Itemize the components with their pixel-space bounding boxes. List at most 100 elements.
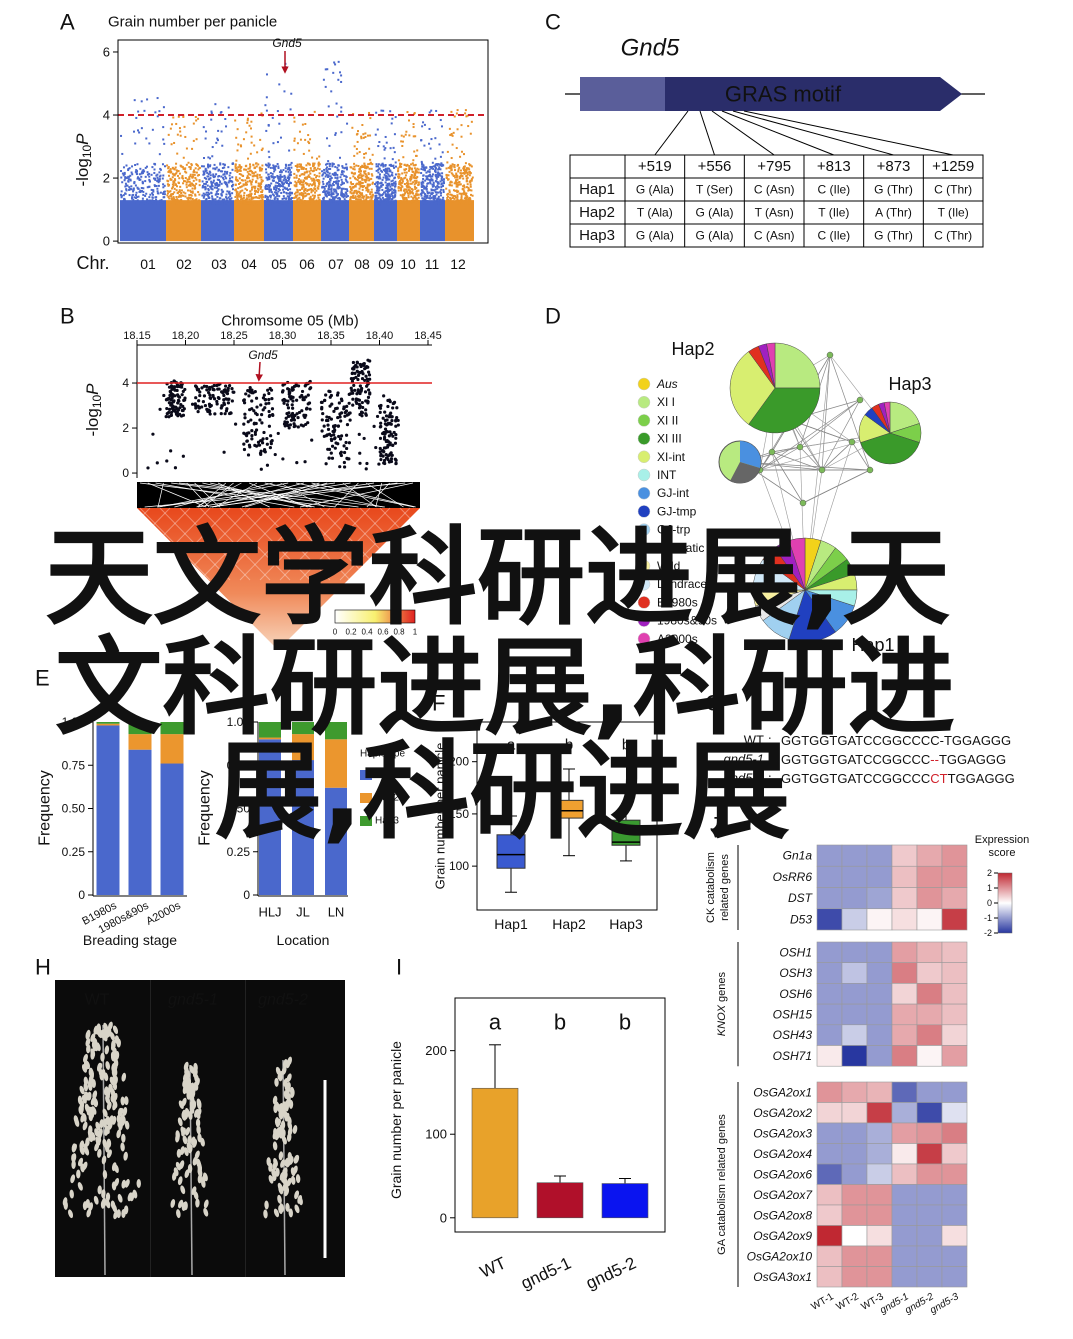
snp-point <box>334 202 337 205</box>
snp-point <box>394 418 398 422</box>
grain <box>113 1058 119 1068</box>
heat-cell <box>916 908 943 931</box>
snp-point <box>146 186 149 189</box>
snp-point <box>346 181 349 184</box>
snp-point <box>362 195 365 198</box>
snp-point <box>415 177 418 180</box>
snp-point <box>209 171 212 174</box>
snp-point <box>368 183 371 186</box>
snp-point <box>417 200 420 203</box>
snp-point <box>453 164 456 167</box>
snp-point <box>136 176 139 179</box>
snp-point <box>434 191 437 194</box>
snp-point <box>231 184 234 187</box>
snp-point <box>217 387 221 391</box>
snp-point <box>351 391 355 395</box>
snp-point <box>459 172 462 175</box>
snp-point <box>317 164 320 167</box>
grain <box>136 1178 141 1188</box>
heat-cell <box>941 1003 968 1026</box>
legend-label: XI-int <box>657 450 686 464</box>
snp-point <box>461 175 464 178</box>
snp-point <box>439 180 442 183</box>
snp-point <box>167 184 170 187</box>
snp-point <box>350 200 353 203</box>
snp-point <box>408 201 411 204</box>
snp-point <box>351 126 354 129</box>
snp-point <box>264 200 267 203</box>
snp-point <box>201 194 204 197</box>
snp-point <box>377 462 381 466</box>
grain <box>280 1159 286 1168</box>
snp-point <box>456 164 459 167</box>
snp-point <box>364 132 367 135</box>
snp-point <box>421 197 424 200</box>
snp-point <box>445 176 448 179</box>
snp-point <box>213 412 217 416</box>
snp-point <box>365 174 368 177</box>
snp-point <box>131 196 134 199</box>
snp-point <box>305 171 308 174</box>
snp-point <box>346 195 349 198</box>
snp-point <box>268 178 271 181</box>
snp-point <box>423 193 426 196</box>
snp-point <box>166 192 169 195</box>
snp-point <box>360 165 363 168</box>
grain <box>112 1025 119 1035</box>
snp-point <box>423 166 426 169</box>
heat-cell <box>941 887 968 910</box>
snp-link <box>209 482 398 508</box>
snp-point <box>139 167 142 170</box>
snp-point <box>220 188 223 191</box>
snp-point <box>328 144 331 147</box>
snp-point <box>286 187 289 190</box>
snp-point <box>189 175 192 178</box>
snp-point <box>433 189 436 192</box>
grain <box>98 1068 104 1078</box>
snp-point <box>330 187 333 190</box>
snp-point <box>432 189 435 192</box>
snp-point <box>173 174 176 177</box>
snp-point <box>335 102 338 105</box>
snp-point <box>185 147 188 150</box>
snp-point <box>458 166 461 169</box>
snp-point <box>273 176 276 179</box>
snp-point <box>268 446 272 450</box>
ld-grid <box>199 507 271 581</box>
snp-point <box>287 178 290 181</box>
snp-point <box>289 171 292 174</box>
snp-point <box>371 174 374 177</box>
ld-grid <box>399 507 471 581</box>
snp-point <box>452 195 455 198</box>
snp-point <box>344 178 347 181</box>
snp-point <box>385 178 388 181</box>
snp-point <box>369 158 372 161</box>
heat-cell <box>816 1102 843 1124</box>
x-axis-label: Chr. <box>76 253 109 273</box>
snp-point <box>330 188 333 191</box>
snp-point <box>388 195 391 198</box>
snp-point <box>386 191 389 194</box>
snp-point <box>453 201 456 204</box>
snp-point <box>265 168 268 171</box>
snp-point <box>276 175 279 178</box>
snp-point <box>377 168 380 171</box>
snp-point <box>211 195 214 198</box>
snp-point <box>213 163 216 166</box>
snp-point <box>416 201 419 204</box>
snp-point <box>397 175 400 178</box>
snp-point <box>225 196 228 199</box>
snp-point <box>355 189 358 192</box>
snp-point <box>185 186 188 189</box>
snp-point <box>207 178 210 181</box>
snp-link <box>147 482 207 508</box>
snp-point <box>136 129 139 132</box>
snp-point <box>413 175 416 178</box>
snp-point <box>450 197 453 200</box>
snp-point <box>260 190 263 193</box>
snp-point <box>382 163 385 166</box>
snp-point <box>172 192 175 195</box>
snp-point <box>323 171 326 174</box>
grain <box>182 1135 188 1145</box>
snp-point <box>324 175 327 178</box>
